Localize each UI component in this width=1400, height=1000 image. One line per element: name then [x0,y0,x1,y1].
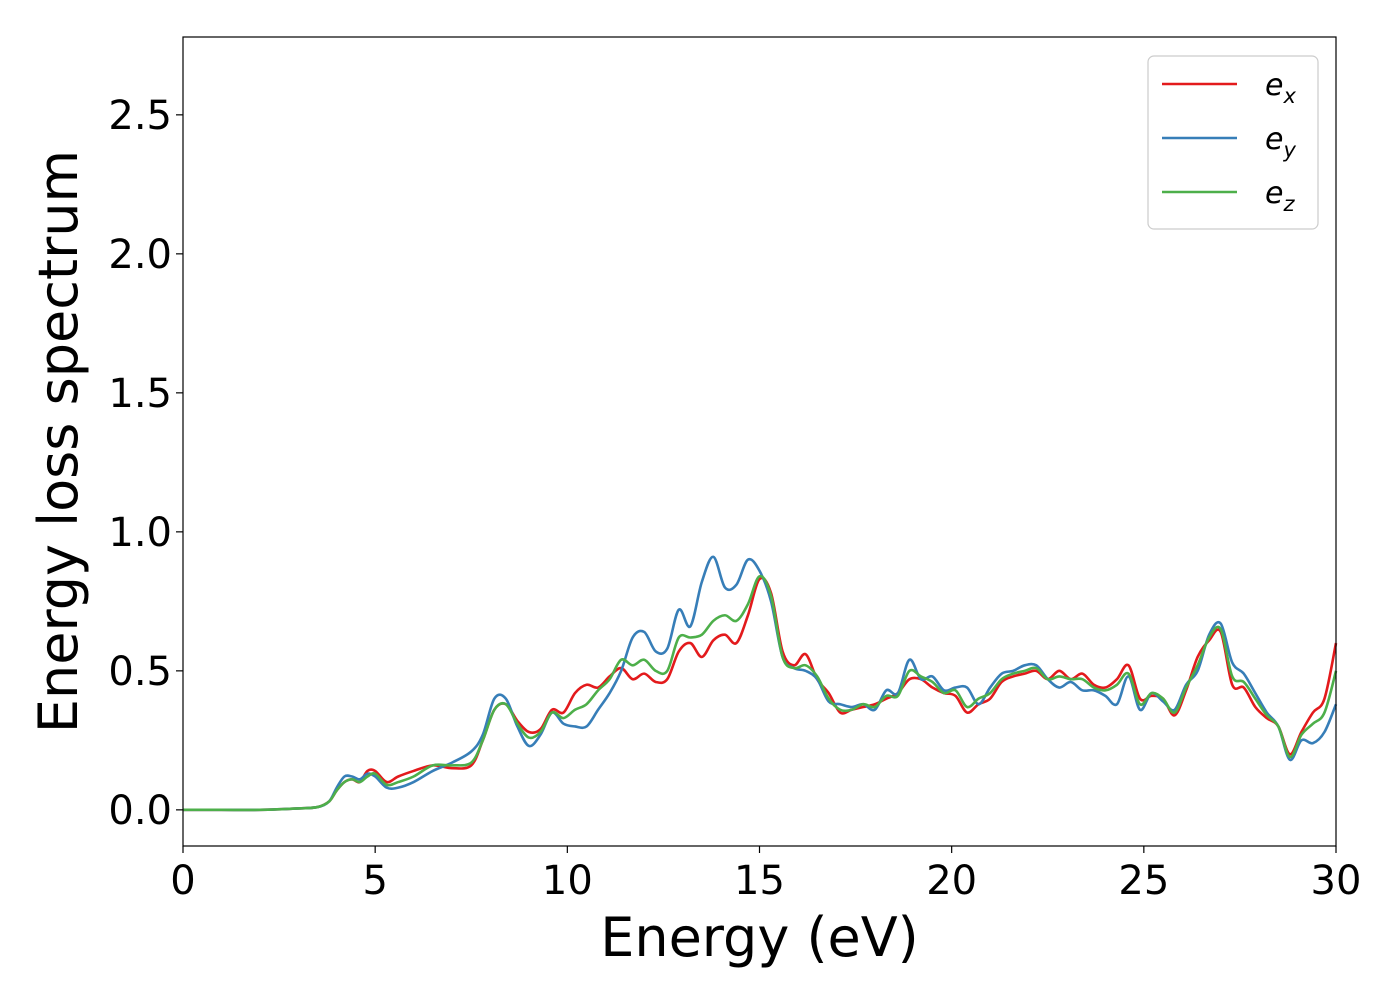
y-tick-label: 2.0 [108,232,172,278]
x-axis-ticks: 0 5 10 15 20 25 30 [170,846,1361,904]
x-tick-label: 25 [1118,858,1169,904]
y-tick-label: 0.5 [108,649,172,695]
y-tick-label: 2.5 [108,93,172,139]
legend-label-x: ex [1265,68,1296,108]
legend-frame [1147,55,1319,230]
y-axis-ticks: 0.0 0.5 1.0 1.5 2.0 2.5 [108,93,183,834]
x-tick-label: 20 [926,858,977,904]
x-tick-label: 0 [170,858,195,904]
series-line-z [183,574,1338,812]
x-tick-label: 15 [734,858,785,904]
x-tick-label: 5 [362,858,387,904]
legend-label-z: ez [1265,176,1295,216]
y-tick-label: 1.5 [108,371,172,417]
x-axis-title: Energy (eV) [600,906,919,969]
legend-label-y: ey [1265,122,1296,162]
y-tick-label: 0.0 [108,788,172,834]
y-axis-title: Energy loss spectrum [27,150,90,733]
data-lines [183,555,1338,812]
y-tick-label: 1.0 [108,510,172,556]
x-tick-label: 30 [1311,858,1362,904]
x-tick-label: 10 [542,858,593,904]
legend: ex ey ez [1147,55,1319,230]
series-line-y [183,555,1338,812]
